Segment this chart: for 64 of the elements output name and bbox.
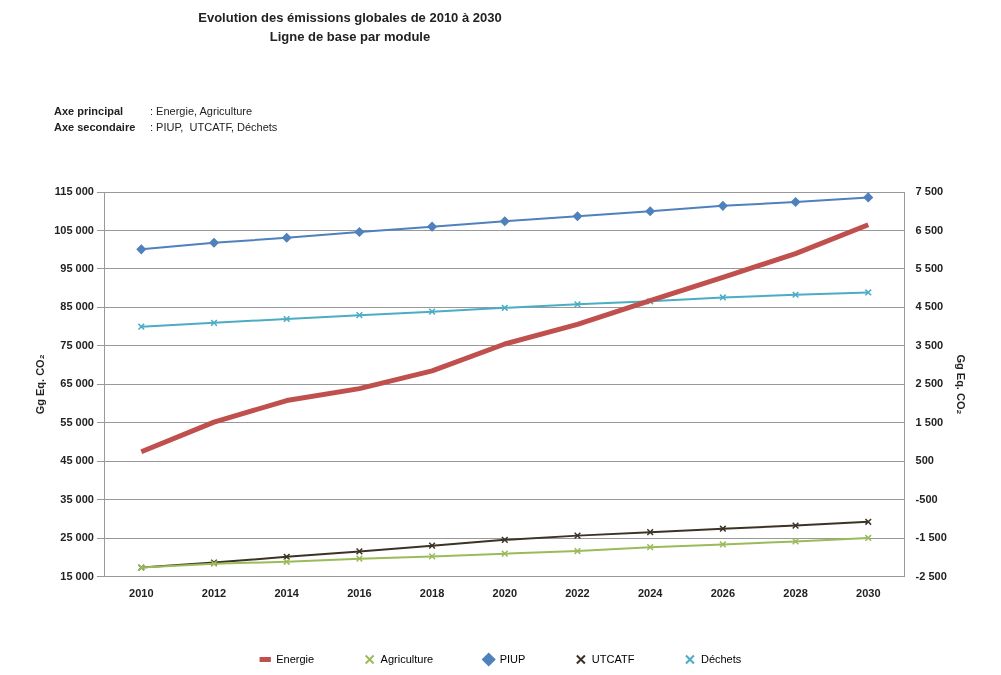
point [354, 227, 365, 237]
y-axis-title: Gg Eq. CO₂ [33, 354, 46, 415]
chart-title: Evolution des émissions globales de 2010 à 2030 [197, 9, 503, 27]
y-tick-label: 85 000 [60, 300, 94, 313]
y2-tick-label: 1 500 [915, 415, 944, 428]
y2-tick-label: 3 500 [915, 338, 944, 351]
point [863, 192, 874, 203]
point [281, 233, 292, 243]
y-tick-label: 95 000 [60, 261, 94, 274]
point [646, 528, 654, 536]
point [573, 547, 582, 555]
y-tick-label: 15 000 [60, 569, 94, 582]
point [500, 216, 510, 226]
point [501, 304, 509, 312]
y2-tick-label: 5 500 [915, 261, 944, 274]
y2-axis-title: Gg Eq. CO₂ [955, 354, 968, 415]
chart-subtitle: Ligne de base par module [268, 28, 432, 46]
point [355, 547, 363, 555]
y-tick-label: 115 000 [54, 185, 94, 198]
y2-tick-label: 4 500 [915, 300, 944, 313]
y2-tick-label: -1 500 [915, 531, 947, 544]
x-tick-label: 2012 [201, 587, 227, 600]
y2-tick-label: -500 [915, 492, 938, 505]
point [790, 197, 801, 207]
x-tick-label: 2028 [783, 587, 808, 600]
y2-tick-label: 7 500 [915, 185, 944, 198]
x-tick-label: 2022 [565, 587, 590, 600]
y-tick-label: 75 000 [60, 338, 94, 351]
legend-label: Déchets [700, 652, 742, 665]
y-tick-label: 35 000 [60, 492, 94, 505]
x-tick-label: 2018 [419, 587, 445, 600]
y2-tick-label: -2 500 [915, 569, 947, 582]
y2-tick-label: 500 [915, 454, 934, 467]
x-tick-label: 2016 [347, 587, 372, 600]
x-tick-label: 2030 [856, 587, 881, 600]
point [646, 543, 654, 551]
legend-label: PIUP [499, 652, 526, 665]
legend-label: Energie [276, 652, 315, 665]
legend-label: UTCATF [591, 652, 635, 665]
y2-tick-label: 2 500 [915, 377, 944, 390]
y-tick-label: 65 000 [60, 377, 94, 390]
x-tick-label: 2010 [129, 587, 154, 600]
y2-tick-label: 6 500 [915, 223, 944, 236]
y-tick-label: 55 000 [60, 415, 94, 428]
y-tick-label: 45 000 [60, 454, 94, 467]
x-tick-label: 2014 [274, 587, 300, 600]
point [791, 537, 800, 545]
point [718, 201, 728, 211]
text: Axe secondaire : PIUP, UTCATF, Déchets [54, 121, 278, 133]
x-tick-label: 2026 [710, 587, 736, 600]
point [136, 244, 147, 255]
point [209, 238, 219, 248]
text: Axe principal : Energie, Agriculture [54, 105, 253, 117]
point [137, 323, 145, 331]
legend-label: Agriculture [380, 652, 434, 665]
point [427, 221, 437, 232]
x-tick-label: 2020 [492, 587, 518, 600]
x-tick-label: 2024 [637, 587, 664, 600]
y-tick-label: 105 000 [54, 223, 94, 236]
point [864, 518, 872, 526]
point [572, 211, 583, 221]
y-tick-label: 25 000 [60, 531, 94, 544]
point [645, 206, 655, 216]
point [791, 522, 800, 530]
